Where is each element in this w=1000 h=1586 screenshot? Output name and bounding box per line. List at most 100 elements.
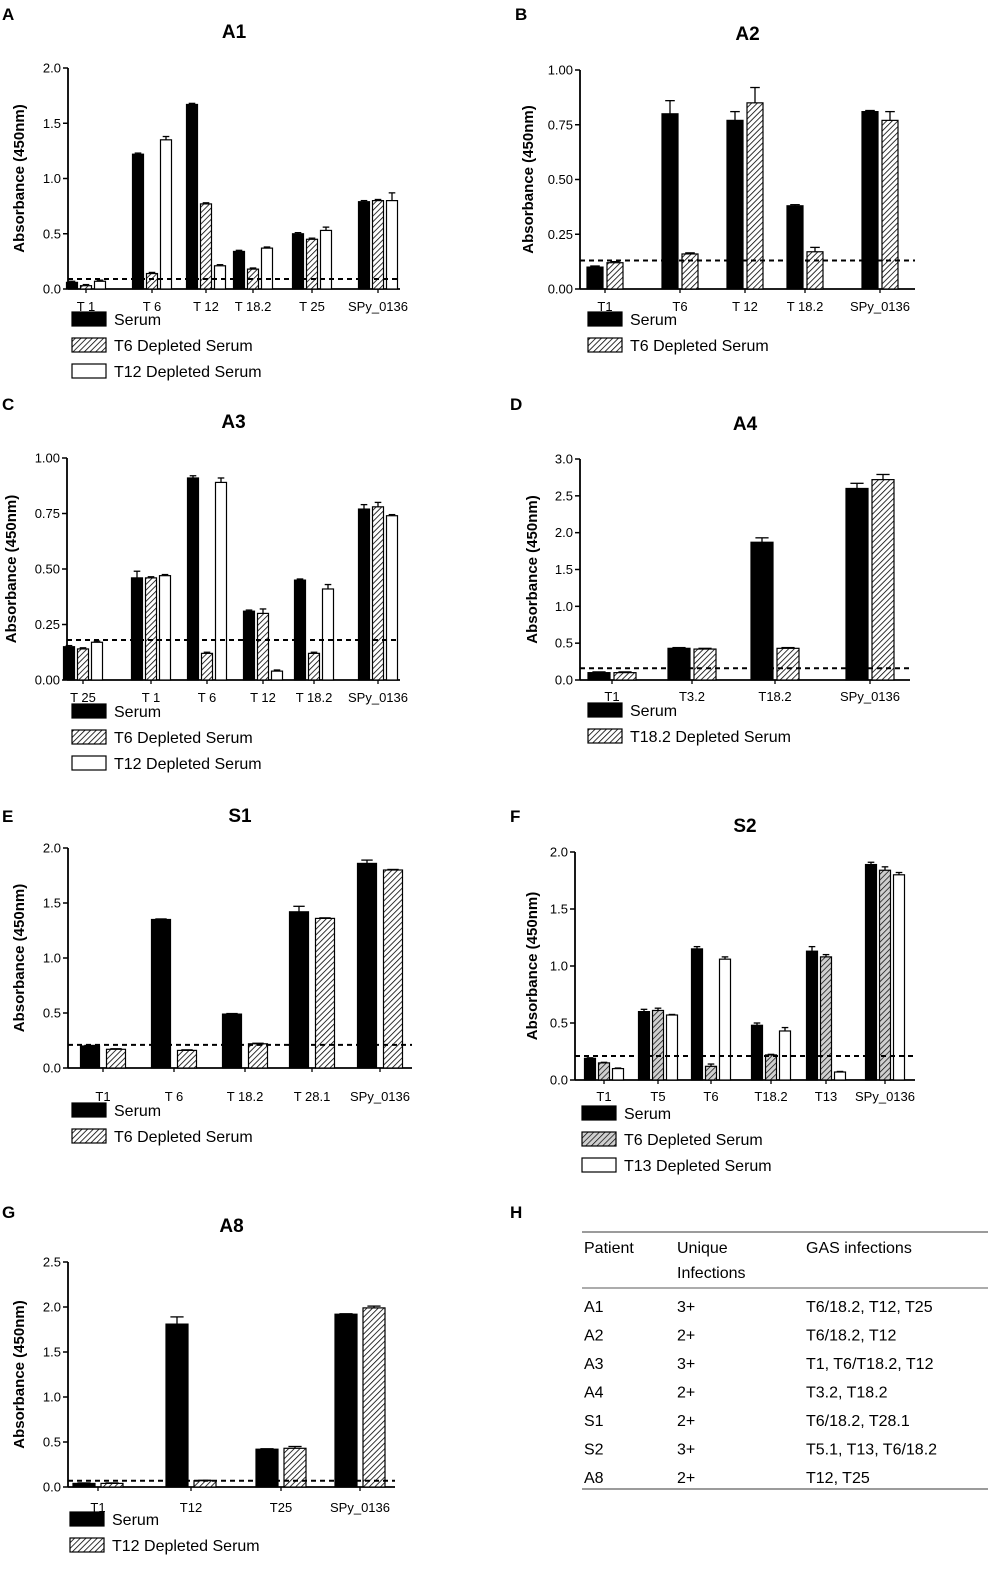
bar xyxy=(90,641,104,681)
category-label: SPy_0136 xyxy=(350,1089,410,1104)
table-cell: T6/18.2, T12 xyxy=(806,1328,897,1345)
legend-swatch xyxy=(587,337,623,353)
legend-label: T6 Depleted Serum xyxy=(624,1132,763,1149)
table-cell: T6/18.2, T28.1 xyxy=(806,1413,910,1430)
bar xyxy=(587,672,611,681)
legend-label: T6 Depleted Serum xyxy=(114,730,253,747)
table-row: S1 2+ T6/18.2, T28.1 xyxy=(584,1413,910,1430)
y-tick-label: 0.75 xyxy=(548,117,573,132)
category-label: T1 xyxy=(95,1089,110,1104)
bar xyxy=(681,253,699,290)
bar xyxy=(833,1071,847,1081)
category-label: SPy_0136 xyxy=(855,1089,915,1104)
y-tick-label: 2.0 xyxy=(550,845,568,860)
category-label: T 28.1 xyxy=(294,1089,331,1104)
category-label: T3.2 xyxy=(679,689,705,704)
y-tick-label: 0.00 xyxy=(548,282,573,297)
table-cell: A8 xyxy=(584,1470,604,1487)
category-label: T 12 xyxy=(732,299,758,314)
bar xyxy=(371,200,385,290)
legend-swatch xyxy=(71,703,107,719)
bar xyxy=(764,1054,778,1081)
y-axis-label: Absorbance (450nm) xyxy=(11,1300,28,1448)
chart-a1: A1 0.0 0.5 1.0 1.5 2.0 Absorbance (450nm) T 1 T … xyxy=(11,22,408,381)
category-label: T18.2 xyxy=(758,689,791,704)
table-header-unique-line2: Infections xyxy=(677,1265,745,1282)
table-cell: A4 xyxy=(584,1385,604,1402)
category-label: T6 xyxy=(703,1089,718,1104)
chart-a3: A3 0.00 0.25 0.50 0.75 1.00 Absorbance (450nm)… xyxy=(3,412,408,773)
legend-swatch xyxy=(71,337,107,353)
panel-letter-a: A xyxy=(2,5,14,24)
category-label: T 1 xyxy=(142,690,161,705)
y-tick-label: 1.5 xyxy=(555,562,573,577)
y-tick-label: 0.50 xyxy=(35,562,60,577)
chart-a2: A2 0.00 0.25 0.50 0.75 1.00 Absorbance (450nm)… xyxy=(520,24,915,355)
y-tick-label: 0.0 xyxy=(43,1061,61,1076)
bar xyxy=(786,205,804,290)
y-tick-label: 0.0 xyxy=(550,1073,568,1088)
table-cell: A1 xyxy=(584,1299,604,1316)
y-tick-label: 0.5 xyxy=(43,1006,61,1021)
y-tick-label: 1.00 xyxy=(35,451,60,466)
bar xyxy=(704,1065,718,1081)
y-tick-label: 1.0 xyxy=(43,951,61,966)
legend-label: T6 Depleted Serum xyxy=(114,1129,253,1146)
legend-label: Serum xyxy=(114,312,161,329)
category-label: T 25 xyxy=(70,690,96,705)
table-row: S2 3+ T5.1, T13, T6/18.2 xyxy=(584,1442,937,1459)
legend-label: Serum xyxy=(630,703,677,720)
bar xyxy=(693,648,717,681)
category-label: T1 xyxy=(90,1500,105,1515)
bar xyxy=(199,203,213,290)
category-label: SPy_0136 xyxy=(330,1500,390,1515)
table-row: A4 2+ T3.2, T18.2 xyxy=(584,1385,888,1402)
table-cell: T1, T6/T18.2, T12 xyxy=(806,1356,934,1373)
bar xyxy=(305,238,319,290)
panel-letter-g: G xyxy=(2,1203,15,1222)
legend-swatch xyxy=(71,729,107,745)
panel-letter-e: E xyxy=(2,807,13,826)
bar xyxy=(100,1482,124,1488)
bar xyxy=(718,958,732,1081)
table-cell: 2+ xyxy=(677,1385,695,1402)
bar xyxy=(158,575,172,681)
y-tick-label: 0.00 xyxy=(35,673,60,688)
category-label: T 6 xyxy=(165,1089,184,1104)
bar xyxy=(242,610,256,681)
bar xyxy=(661,113,679,290)
y-tick-label: 2.0 xyxy=(43,841,61,856)
legend-label: T12 Depleted Serum xyxy=(114,364,262,381)
category-label: T25 xyxy=(270,1500,292,1515)
y-tick-label: 1.5 xyxy=(43,896,61,911)
bar xyxy=(93,280,107,290)
table-cell: 2+ xyxy=(677,1470,695,1487)
legend-label: T12 Depleted Serum xyxy=(112,1538,260,1555)
bar xyxy=(270,670,284,681)
legend-label: Serum xyxy=(112,1512,159,1529)
bar xyxy=(79,1045,101,1069)
chart-a4: A4 0.0 0.5 1.0 1.5 2.0 2.5 3.0 Absorbance (450nm… xyxy=(524,414,910,746)
y-tick-label: 2.0 xyxy=(43,1300,61,1315)
bar xyxy=(79,285,93,290)
legend-swatch xyxy=(69,1537,105,1553)
panel-letter-f: F xyxy=(510,807,520,826)
category-label: T1 xyxy=(604,689,619,704)
bar xyxy=(726,119,744,290)
legend-swatch xyxy=(581,1105,617,1121)
bar xyxy=(371,506,385,681)
bar xyxy=(200,652,214,681)
y-axis-label: Absorbance (450nm) xyxy=(11,884,28,1032)
bar xyxy=(385,515,399,681)
bar xyxy=(319,229,333,290)
legend-label: Serum xyxy=(630,312,677,329)
table-cell: S1 xyxy=(584,1413,604,1430)
bar xyxy=(130,577,144,681)
category-label: T6 xyxy=(672,299,687,314)
panel-letter-b: B xyxy=(515,5,527,24)
bar xyxy=(260,247,274,290)
table-cell: A3 xyxy=(584,1356,604,1373)
bar xyxy=(62,646,76,681)
table-cell: 2+ xyxy=(677,1413,695,1430)
chart-title: A8 xyxy=(219,1216,243,1237)
